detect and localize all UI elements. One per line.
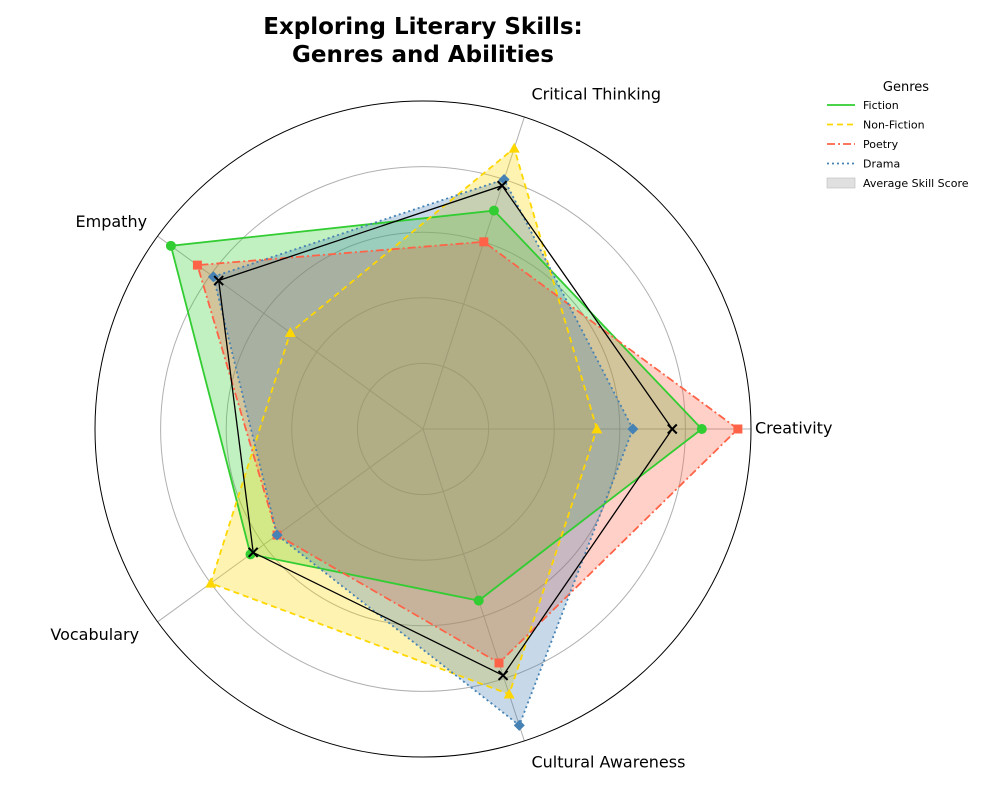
legend-swatch: [826, 177, 856, 189]
series-line-drama: [212, 178, 634, 727]
legend-label: Non-Fiction: [863, 119, 925, 132]
legend-label: Drama: [863, 158, 900, 171]
grid-spoke: [422, 428, 525, 742]
legend: Genres Fiction Non-Fiction Poetry Drama Aver…: [826, 80, 969, 190]
average-point: [497, 670, 509, 681]
average-line: [217, 184, 674, 677]
radar-outer-frame: [94, 100, 752, 758]
series-line-fiction: [169, 209, 704, 602]
series-fills: [170, 148, 738, 726]
series-lines: [169, 146, 740, 727]
data-point-non-fiction: [284, 327, 296, 338]
series-markers: [165, 142, 743, 731]
data-point-fiction: [488, 205, 499, 216]
axis-labels: Creativity Critical Thinking Empathy Vocabu…: [50, 85, 832, 772]
legend-label: Fiction: [863, 99, 899, 112]
average-point: [496, 180, 508, 191]
data-point-poetry: [733, 424, 743, 434]
series-fill-fiction: [170, 210, 702, 601]
legend-label: Poetry: [863, 138, 899, 151]
data-point-non-fiction: [591, 423, 603, 434]
data-point-non-fiction: [503, 688, 515, 699]
data-point-drama: [207, 271, 219, 283]
legend-title: Genres: [883, 80, 929, 95]
grid-spoke: [157, 428, 424, 623]
data-point-drama: [271, 529, 283, 541]
chart-title-line-2: Genres and Abilities: [292, 42, 554, 68]
data-point-poetry: [192, 260, 202, 270]
data-point-poetry: [479, 237, 489, 247]
data-point-non-fiction: [205, 577, 217, 588]
data-point-fiction: [473, 595, 484, 606]
series-fill-poetry: [197, 241, 738, 664]
average-point: [213, 275, 224, 286]
data-point-drama: [513, 719, 525, 731]
data-point-poetry: [494, 658, 504, 668]
average-point: [247, 547, 259, 558]
axis-label: Creativity: [755, 419, 832, 438]
data-point-non-fiction: [508, 142, 520, 153]
series-line-non-fiction: [209, 146, 598, 696]
grid-spoke: [422, 116, 525, 430]
chart-title: Exploring Literary Skills: Genres and Ab…: [263, 14, 583, 68]
axis-label: Cultural Awareness: [531, 752, 685, 771]
radar-grid: [94, 100, 752, 758]
series-fill-drama: [213, 179, 633, 726]
data-point-fiction: [165, 240, 176, 251]
axis-label: Vocabulary: [50, 625, 139, 644]
legend-label: Average Skill Score: [863, 177, 969, 190]
data-point-drama: [627, 423, 639, 435]
average-point: [667, 423, 678, 435]
data-point-fiction: [696, 424, 707, 434]
axis-label: Critical Thinking: [531, 85, 661, 104]
chart-title-line-1: Exploring Literary Skills:: [263, 14, 583, 40]
axis-label: Empathy: [76, 212, 148, 231]
